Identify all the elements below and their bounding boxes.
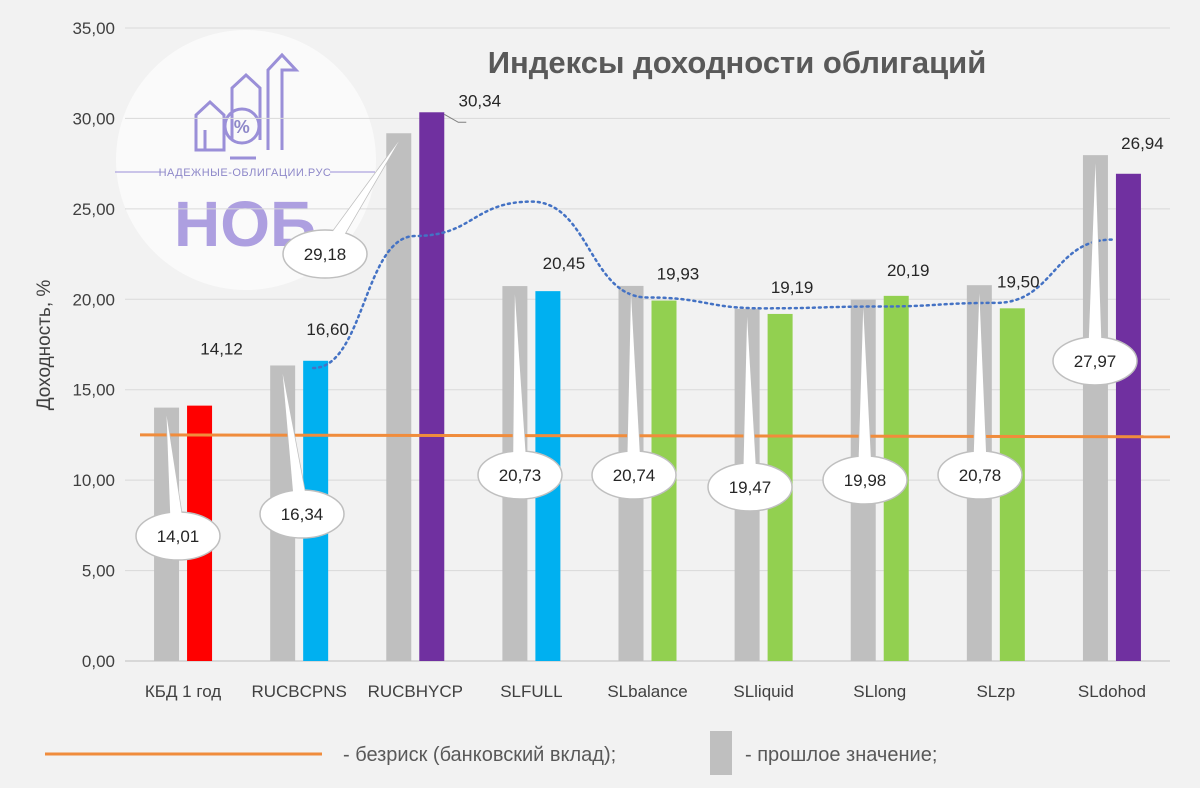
callout-pointer-fill xyxy=(1088,163,1102,362)
value-label-current: 20,45 xyxy=(543,254,586,273)
category-labels: КБД 1 год RUCBCPNS RUCBHYCP SLFULL SLbalance… xyxy=(145,682,1146,701)
bar-prev-RUCBHYCP xyxy=(386,133,412,661)
value-label-current: 19,50 xyxy=(997,272,1040,291)
category-label: RUCBCPNS xyxy=(251,682,346,701)
y-axis-label: Доходность, % xyxy=(34,280,55,411)
watermark-logo: % НАДЕЖНЫЕ-ОБЛИГАЦИИ.РУС НОБ xyxy=(115,30,376,290)
value-labels: 14,12 16,60 30,34 20,45 19,93 19,19 20,19 19,50… xyxy=(200,91,1163,358)
y-tick-labels: 0,00 5,00 10,00 15,00 20,00 25,00 30,00 35,00 xyxy=(72,19,115,671)
category-label: SLlong xyxy=(853,682,906,701)
category-label: КБД 1 год xyxy=(145,682,221,701)
value-label-prev: 19,98 xyxy=(844,471,887,490)
house-growth-icon xyxy=(194,52,300,160)
value-label-current: 26,94 xyxy=(1121,134,1164,153)
callout-prev-SLzp: 20,78 xyxy=(937,293,1023,500)
value-label-prev: 20,73 xyxy=(499,466,542,485)
callout-prev-SLdohod: 27,97 xyxy=(1052,163,1138,386)
y-tick-label: 15,00 xyxy=(72,381,115,400)
value-label-prev: 29,18 xyxy=(304,245,347,264)
legend-prev-label: - прошлое значение; xyxy=(745,744,937,766)
y-tick-label: 0,00 xyxy=(82,652,115,671)
callout-prev-SLlong: 19,98 xyxy=(822,307,908,505)
overlay-lines xyxy=(139,113,1171,439)
legend-risk-free-label: - безриск (банковский вклад); xyxy=(343,744,616,766)
y-tick-label: 10,00 xyxy=(72,471,115,490)
value-label-leader xyxy=(444,113,467,123)
value-label-prev: 19,47 xyxy=(729,478,772,497)
chart-title: Индексы доходности облигаций xyxy=(488,45,987,80)
value-label-prev: 20,74 xyxy=(613,466,656,485)
legend: - безриск (банковский вклад); - прошлое … xyxy=(45,731,937,775)
callout-prev-RUCBHYCP: 29,18 xyxy=(282,140,400,279)
value-label-prev: 16,34 xyxy=(281,505,324,524)
callout-prev-SLliquid: 19,47 xyxy=(707,316,793,512)
callout-pointer-fill xyxy=(166,415,185,537)
callout-pointer-fill xyxy=(743,316,757,488)
value-label-current: 20,19 xyxy=(887,261,930,280)
value-label-prev: 20,78 xyxy=(959,466,1002,485)
value-label-current: 19,19 xyxy=(771,278,814,297)
y-tick-label: 30,00 xyxy=(72,109,115,128)
callout-prev-RUCBCPNS: 16,34 xyxy=(259,373,345,539)
value-label-current: 14,12 xyxy=(200,340,243,359)
trend-line xyxy=(311,200,1114,370)
watermark-circle xyxy=(116,30,376,290)
category-label: SLzp xyxy=(976,682,1015,701)
callout-pointer-fill xyxy=(973,293,987,476)
percent-symbol: % xyxy=(234,117,251,137)
value-label-current: 16,60 xyxy=(306,320,349,339)
legend-prev-swatch xyxy=(710,731,732,775)
y-tick-label: 35,00 xyxy=(72,19,115,38)
callout-pointer-fill xyxy=(319,141,399,258)
category-label: SLbalance xyxy=(607,682,687,701)
callout-prev-SLbalance: 20,74 xyxy=(591,293,677,500)
gridlines xyxy=(125,27,1170,662)
callout-pointer-fill xyxy=(627,293,641,476)
callouts: 14,01 16,34 29,18 20,73 20,74 19,47 19,98 20,78… xyxy=(135,140,1138,561)
callout-pointer-fill xyxy=(513,294,527,476)
y-tick-label: 5,00 xyxy=(82,562,115,581)
category-label: SLliquid xyxy=(733,682,794,701)
value-label-prev: 14,01 xyxy=(157,527,200,546)
y-tick-label: 25,00 xyxy=(72,200,115,219)
callout-bubble xyxy=(282,229,368,279)
category-label: RUCBHYCP xyxy=(368,682,463,701)
category-label: SLFULL xyxy=(500,682,562,701)
bar-current-SLdohod xyxy=(1115,173,1141,661)
value-label-current: 19,93 xyxy=(657,265,700,284)
callout-pointer-fill xyxy=(858,307,872,481)
value-label-prev: 27,97 xyxy=(1074,352,1117,371)
category-label: SLdohod xyxy=(1078,682,1146,701)
callout-prev-КБД 1 год: 14,01 xyxy=(135,415,221,561)
callout-pointer-fill xyxy=(282,373,309,515)
y-tick-label: 20,00 xyxy=(72,290,115,309)
callout-prev-SLFULL: 20,73 xyxy=(477,294,563,500)
watermark-site: НАДЕЖНЫЕ-ОБЛИГАЦИИ.РУС xyxy=(159,167,332,179)
bar-current-RUCBHYCP xyxy=(419,112,445,662)
risk-free-line xyxy=(139,433,1171,439)
value-label-current: 30,34 xyxy=(459,91,502,110)
